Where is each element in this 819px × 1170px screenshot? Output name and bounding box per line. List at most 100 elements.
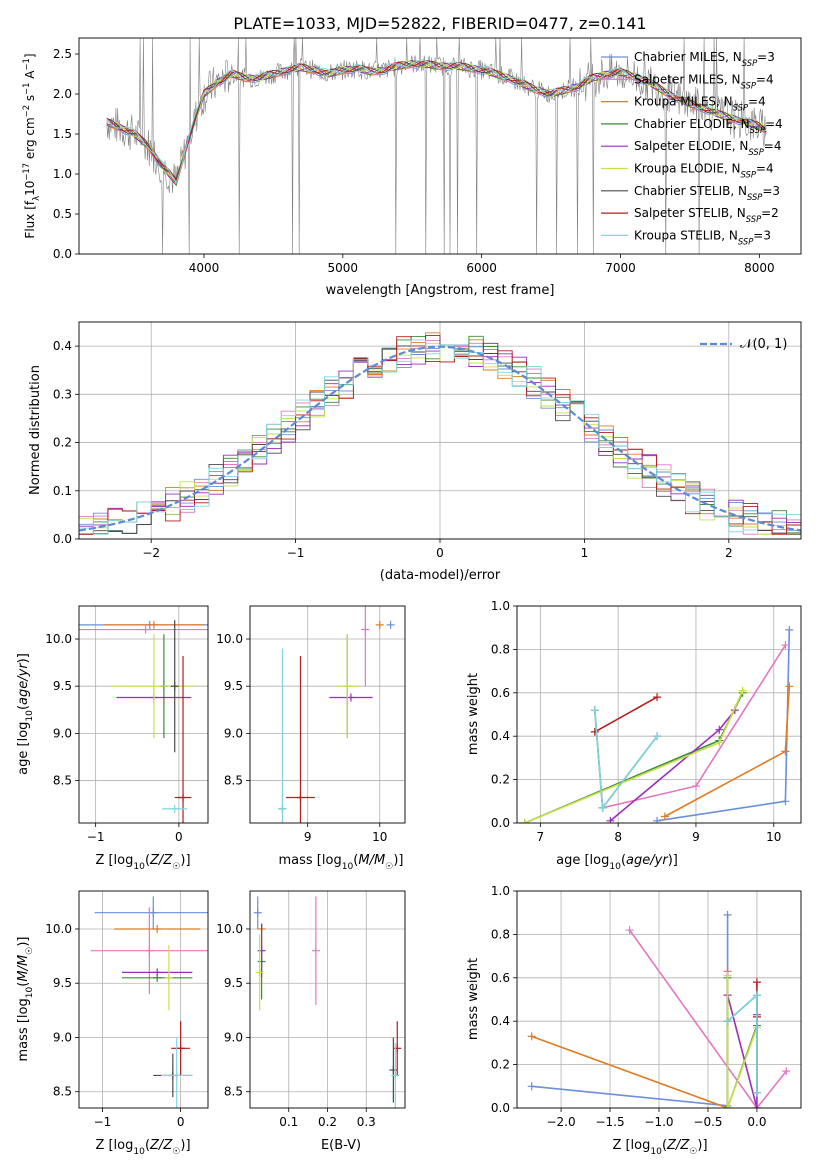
series-line-salpeter-miles [628, 929, 787, 1108]
series-marker [723, 971, 732, 980]
x-tick-label: −1.5 [595, 1115, 624, 1129]
x-tick-label: 2 [725, 546, 733, 560]
x-tick-label: 5000 [328, 261, 359, 275]
plot-area-residuals [79, 332, 801, 535]
point-salpeter-elodie [329, 693, 373, 702]
y-tick-label: 0.2 [491, 1058, 510, 1072]
point-salpeter-stelib [174, 656, 192, 823]
series-marker [781, 747, 790, 756]
series-marker [723, 910, 732, 919]
series-line-salpeter-elodie [726, 994, 758, 1108]
plot-area-mass-vs-ebv [253, 896, 402, 1108]
y-tick-label: 9.5 [53, 679, 72, 693]
y-tick-label: 9.0 [224, 726, 243, 740]
legend-entry: Chabrier STELIB, NSSP=3 [634, 184, 780, 202]
series-marker [625, 926, 634, 935]
plot-area-age-vs-Z [79, 620, 208, 823]
series-marker [653, 816, 662, 823]
plot-area-spectrum [106, 38, 767, 254]
y-tick-label: 0.2 [491, 773, 510, 787]
series-marker [715, 725, 724, 734]
x-tick-label: 0 [436, 546, 444, 560]
point-salpeter-miles [79, 625, 208, 634]
legend-entry: Salpeter MILES, NSSP=4 [634, 72, 774, 90]
x-tick-label: 0.0 [747, 1115, 766, 1129]
point-kroupa-miles [375, 620, 384, 629]
y-tick-label: 0.3 [53, 387, 72, 401]
point-kroupa-miles [114, 924, 201, 933]
x-tick-label: 7 [537, 830, 545, 844]
y-tick-label: 1.5 [53, 127, 72, 141]
plot-area-weight-vs-age [520, 625, 794, 823]
x-tick-label: 9 [304, 830, 312, 844]
y-tick-label: 0.0 [53, 247, 72, 261]
x-tick-label: 0.3 [357, 1115, 376, 1129]
x-tick-label: 0.2 [318, 1115, 337, 1129]
legend-entry: Salpeter STELIB, NSSP=2 [634, 206, 779, 224]
axes-frame [78, 605, 209, 824]
legend-entry: Chabrier ELODIE, NSSP=4 [634, 117, 783, 135]
point-salpeter-stelib [171, 1021, 191, 1076]
y-tick-label: 8.5 [224, 774, 243, 788]
legend-entry: Chabrier MILES, NSSP=3 [634, 50, 775, 68]
x-tick-label: 8 [614, 830, 622, 844]
legend-entry: Kroupa STELIB, NSSP=3 [634, 228, 771, 246]
y-tick-label: 9.5 [224, 679, 243, 693]
model-line-kroupa-stelib [106, 59, 767, 185]
model-line-salpeter-stelib [106, 59, 767, 182]
x-axis-label: mass [log10(M/M☉)] [279, 853, 404, 872]
series-marker [527, 1082, 536, 1091]
point-kroupa-stelib [161, 1037, 193, 1108]
y-tick-label: 9.5 [53, 976, 72, 990]
series-line-kroupa-stelib [594, 710, 658, 810]
y-axis-label: mass [log10(M/M☉)] [16, 937, 35, 1062]
point-kroupa-stelib [391, 1042, 400, 1108]
y-tick-label: 10.0 [45, 922, 72, 936]
y-tick-label: 0.8 [491, 642, 510, 656]
series-line-kroupa-miles [664, 686, 791, 818]
y-tick-label: 10.0 [216, 632, 243, 646]
x-tick-label: 0 [177, 1115, 185, 1129]
y-axis-label: Flux [fλ10−17 erg cm−2 s−1 A−1] [21, 53, 41, 238]
x-tick-label: 7000 [605, 261, 636, 275]
y-tick-label: 0.6 [491, 686, 510, 700]
y-axis-label: Normed distribution [28, 365, 43, 495]
legend-entry: Kroupa ELODIE, NSSP=4 [634, 162, 774, 180]
y-tick-label: 9.5 [224, 976, 243, 990]
point-chabrier-stelib [389, 1037, 398, 1103]
series-marker [723, 1017, 732, 1026]
series-line-salpeter-stelib [594, 696, 658, 733]
y-tick-label: 8.5 [53, 1085, 72, 1099]
figure-title: PLATE=1033, MJD=52822, FIBERID=0477, z=0… [233, 14, 646, 33]
y-tick-label: 10.0 [216, 922, 243, 936]
x-tick-label: −1 [94, 1115, 112, 1129]
series-line-chabrier-elodie [524, 692, 744, 823]
axes-frame [78, 890, 209, 1109]
x-tick-label: −1.0 [644, 1115, 673, 1129]
point-salpeter-miles [90, 907, 208, 995]
point-salpeter-stelib [286, 656, 315, 823]
series-marker [781, 797, 790, 806]
series-marker [590, 706, 599, 715]
axes-spectrum: 4000 5000 6000 7000 8000 0.0 0.5 1.0 1.5 2.0 2.5 wa… [21, 37, 802, 298]
legend-entry: 𝒩(0, 1) [740, 337, 787, 352]
axes-frame [78, 37, 802, 255]
x-axis-label: Z [log10(Z/Z☉)] [612, 1138, 707, 1157]
legend-entry: Kroupa MILES, NSSP=4 [634, 95, 766, 113]
x-tick-label: 0 [175, 830, 183, 844]
y-tick-label: 0.6 [491, 971, 510, 985]
axes-age-vs-mass: 9 10 8.5 9.0 9.5 10.0 mass [log10(M/M☉)] [216, 605, 406, 872]
axes-mass-vs-Z: −1 0 8.5 9.0 9.5 10.0 Z [log10(Z/Z☉)] mass [log… [16, 890, 209, 1157]
axes-weight-vs-Z: −2.0 −1.5 −1.0 −0.5 0.0 0.0 0.2 0.4 0.6 0.8 1.0 Z [… [466, 884, 802, 1157]
series-marker [752, 978, 761, 987]
x-tick-label: −2 [142, 546, 160, 560]
data-spectrum [106, 38, 766, 254]
histogram-chabrier-stelib [79, 335, 801, 535]
point-kroupa-elodie [164, 945, 173, 1011]
axes-frame [516, 605, 802, 824]
series-marker [527, 1032, 536, 1041]
series-line-salpeter-elodie [609, 709, 736, 822]
y-tick-label: 9.0 [53, 726, 72, 740]
y-tick-label: 10.0 [45, 632, 72, 646]
point-kroupa-elodie [255, 934, 264, 1011]
